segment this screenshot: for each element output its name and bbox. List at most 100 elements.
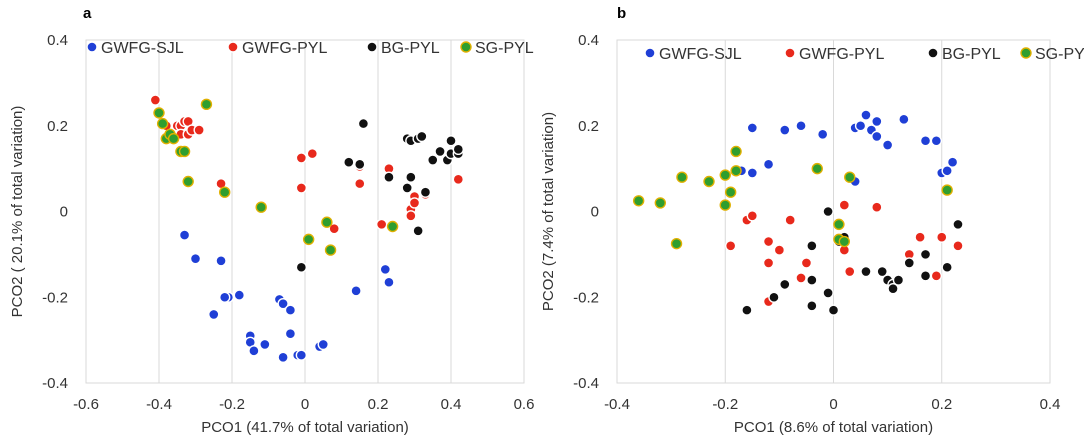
legend-marker [227, 41, 239, 53]
data-point [919, 135, 932, 147]
y-axis-label: PCO2 (7.4% of total variation) [540, 112, 557, 311]
data-point [838, 235, 851, 248]
data-point [746, 210, 759, 222]
data-point [452, 173, 464, 186]
data-point [328, 222, 340, 235]
legend-marker [927, 47, 939, 59]
x-tick-label: -0.4 [146, 396, 172, 413]
data-point [919, 248, 932, 261]
data-point [445, 135, 457, 147]
series-bg-pyl [255, 117, 464, 273]
data-point [881, 139, 894, 151]
data-point [806, 300, 818, 312]
series-gwfg-pyl [149, 94, 464, 235]
x-tick-label: -0.6 [73, 396, 99, 413]
data-point [952, 218, 964, 231]
y-tick-label: 0 [60, 204, 68, 221]
legend-label: GWFG-PYL [242, 40, 327, 57]
data-point [795, 120, 807, 132]
data-point [762, 235, 775, 248]
data-point [178, 145, 191, 158]
data-point [386, 220, 399, 233]
data-point [208, 308, 220, 321]
data-point [844, 265, 856, 278]
x-tick-label: -0.2 [712, 396, 738, 413]
data-point [741, 304, 753, 316]
data-point [946, 156, 959, 168]
y-tick-label: 0.4 [47, 32, 68, 49]
data-point [930, 135, 943, 147]
x-tick-label: -0.4 [604, 396, 630, 413]
data-point [795, 272, 807, 284]
gridlines [85, 40, 525, 383]
data-point [153, 107, 165, 119]
data-point [379, 263, 391, 276]
data-point [255, 201, 267, 213]
data-point [887, 282, 899, 295]
x-tick-label: 0 [829, 396, 837, 413]
legend-label: SG-PYL [1035, 46, 1084, 63]
data-point [800, 257, 813, 269]
legend-marker [460, 41, 472, 53]
data-point [375, 218, 388, 231]
data-point [405, 171, 417, 183]
data-point [876, 265, 888, 278]
legend-marker [86, 41, 98, 53]
data-point [914, 231, 926, 243]
chart-panel-b: b -0.4 -0.2 0 0.2 0.4 0.4 0.2 0 -0.2 -0.4 PCO1 (8.6… [540, 5, 1084, 436]
data-point [806, 240, 818, 252]
legend-label: GWFG-SJL [101, 40, 184, 57]
data-point [343, 156, 355, 168]
data-point [193, 124, 205, 136]
x-tick-label: 0.4 [1040, 396, 1061, 413]
legend-label: SG-PYL [475, 40, 534, 57]
data-point [762, 257, 775, 269]
data-point [317, 338, 329, 351]
y-tick-label: 0 [591, 204, 599, 221]
plot-area [616, 39, 1051, 384]
data-point [259, 338, 271, 351]
data-point [779, 278, 791, 291]
data-point [871, 201, 883, 213]
legend: GWFG-SJL GWFG-PYL BG-PYL SG-PYL [644, 46, 1084, 63]
series-sg-pyl [632, 145, 953, 250]
data-point [768, 291, 780, 303]
data-point [811, 162, 823, 175]
data-point [149, 94, 162, 106]
x-axis-label: PCO1 (41.7% of total variation) [201, 419, 409, 436]
data-point [827, 304, 840, 316]
data-point [284, 327, 297, 340]
series-gwfg-sjl [178, 229, 395, 363]
data-point [233, 289, 246, 301]
data-point [941, 184, 953, 196]
data-point [941, 165, 953, 177]
data-point [218, 291, 231, 303]
data-point [676, 171, 688, 183]
data-point [871, 115, 883, 128]
data-point [860, 109, 872, 121]
data-point [295, 182, 308, 194]
data-point [779, 124, 791, 136]
legend-marker [366, 41, 378, 53]
data-point [408, 197, 421, 209]
data-point [746, 122, 759, 134]
data-point [416, 130, 428, 143]
data-point [746, 167, 759, 179]
data-point [838, 199, 851, 211]
y-tick-label: 0.4 [578, 32, 599, 49]
data-point [724, 186, 737, 198]
y-axis-label: PCO2 ( 20.1% of total variation) [9, 106, 26, 318]
x-tick-label: 0.4 [441, 396, 462, 413]
data-point [822, 205, 834, 218]
panel-letter: a [83, 5, 92, 22]
data-point [295, 261, 308, 273]
data-point [844, 171, 856, 183]
y-tick-label: -0.4 [573, 375, 599, 392]
chart-panel-a: a -0.6 -0.4 -0.2 0 0.2 0.4 0.6 0.4 0.2 0 -0.2 -0.4 PC… [9, 5, 534, 436]
data-point [860, 265, 872, 278]
panel-letter: b [617, 5, 626, 22]
data-point [383, 276, 395, 288]
data-point [871, 130, 883, 143]
data-point [822, 287, 834, 299]
